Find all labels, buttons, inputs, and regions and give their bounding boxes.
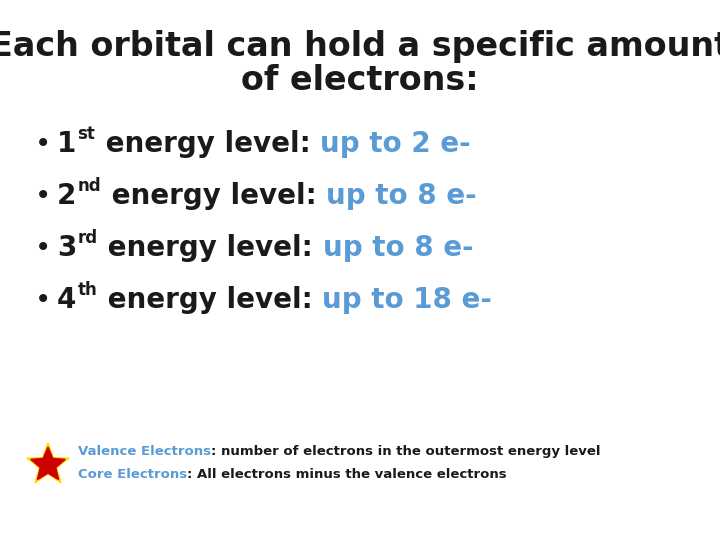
Text: energy level:: energy level: xyxy=(96,130,320,158)
Text: th: th xyxy=(77,281,97,299)
Text: up to 8 e-: up to 8 e- xyxy=(326,182,477,210)
Text: •: • xyxy=(35,182,51,210)
Text: rd: rd xyxy=(77,229,97,247)
Polygon shape xyxy=(31,447,65,480)
Text: energy level:: energy level: xyxy=(102,182,326,210)
Text: •: • xyxy=(35,234,51,262)
Text: st: st xyxy=(77,125,95,143)
Text: Each orbital can hold a specific amount: Each orbital can hold a specific amount xyxy=(0,30,720,63)
Text: 2: 2 xyxy=(57,182,76,210)
Text: energy level:: energy level: xyxy=(98,286,323,314)
Text: nd: nd xyxy=(77,177,101,195)
Polygon shape xyxy=(27,443,69,483)
Text: : number of electrons in the outermost energy level: : number of electrons in the outermost e… xyxy=(211,445,600,458)
Text: 1: 1 xyxy=(57,130,76,158)
Text: up to 8 e-: up to 8 e- xyxy=(323,234,474,262)
Text: : All electrons minus the valence electrons: : All electrons minus the valence electr… xyxy=(187,468,507,481)
Text: 3: 3 xyxy=(57,234,76,262)
Text: up to 18 e-: up to 18 e- xyxy=(323,286,492,314)
Text: •: • xyxy=(35,130,51,158)
Text: energy level:: energy level: xyxy=(99,234,323,262)
Text: of electrons:: of electrons: xyxy=(241,64,479,97)
Text: 4: 4 xyxy=(57,286,76,314)
Text: Valence Electrons: Valence Electrons xyxy=(78,445,211,458)
Text: •: • xyxy=(35,286,51,314)
Text: up to 2 e-: up to 2 e- xyxy=(320,130,471,158)
Text: Core Electrons: Core Electrons xyxy=(78,468,187,481)
